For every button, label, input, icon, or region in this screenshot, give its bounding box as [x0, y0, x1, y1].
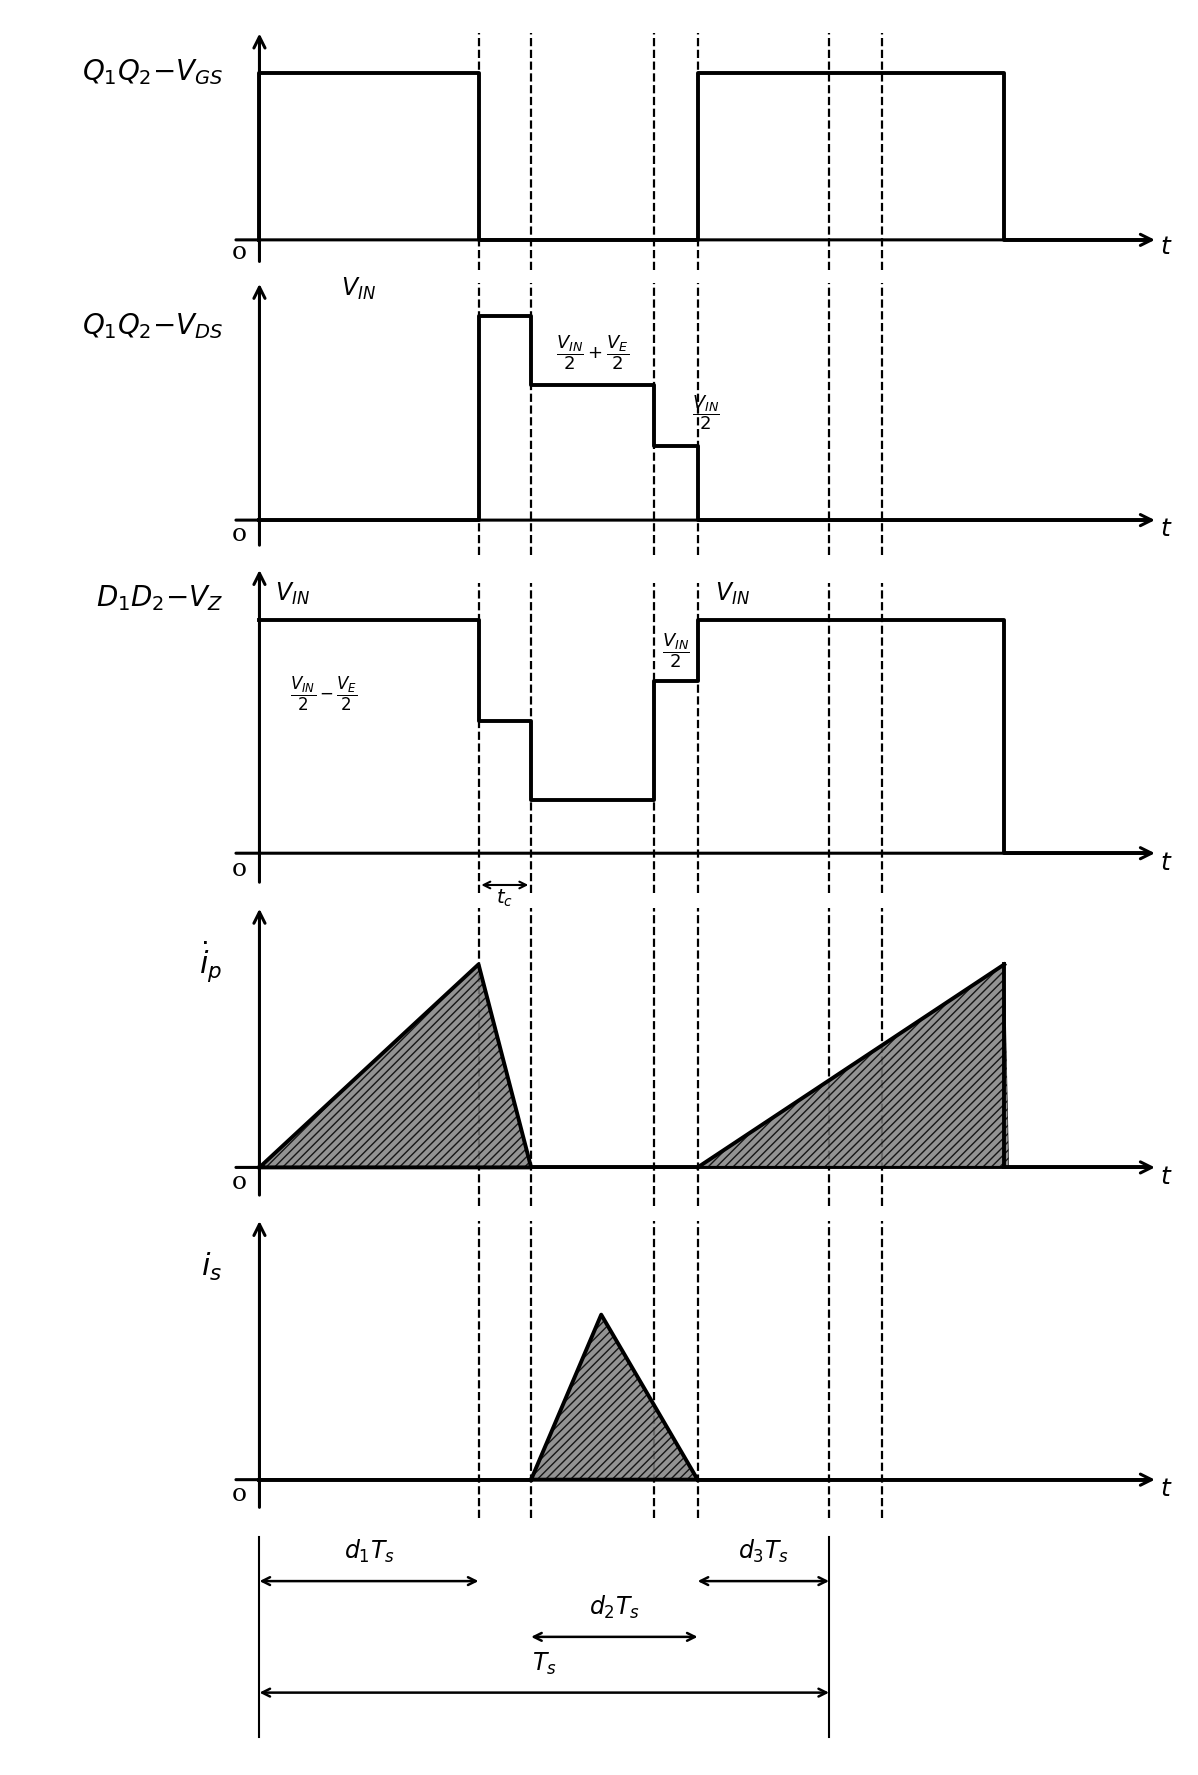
Text: $t$: $t$ — [1161, 518, 1173, 541]
Text: $d_2T_s$: $d_2T_s$ — [589, 1594, 640, 1621]
Text: $t$: $t$ — [1161, 852, 1173, 875]
Text: $\dfrac{V_{IN}}{2}-\dfrac{V_E}{2}$: $\dfrac{V_{IN}}{2}-\dfrac{V_E}{2}$ — [290, 674, 358, 714]
Text: o: o — [231, 241, 247, 263]
Polygon shape — [260, 964, 531, 1168]
Text: $\dfrac{V_{IN}}{2}$: $\dfrac{V_{IN}}{2}$ — [692, 394, 720, 431]
Text: $V_{IN}$: $V_{IN}$ — [715, 580, 750, 607]
Polygon shape — [531, 1315, 697, 1480]
Text: $Q_1Q_2\mathregular{-}V_{GS}$: $Q_1Q_2\mathregular{-}V_{GS}$ — [81, 57, 223, 87]
Text: $D_1D_2\mathregular{-}V_Z$: $D_1D_2\mathregular{-}V_Z$ — [96, 582, 223, 612]
Text: $t$: $t$ — [1161, 1166, 1173, 1189]
Text: $\dfrac{V_{IN}}{2}+\dfrac{V_E}{2}$: $\dfrac{V_{IN}}{2}+\dfrac{V_E}{2}$ — [556, 334, 629, 371]
Text: o: o — [231, 1172, 247, 1195]
Text: o: o — [231, 522, 247, 545]
Text: $\dot{i}_p$: $\dot{i}_p$ — [199, 939, 223, 985]
Text: o: o — [231, 1484, 247, 1507]
Text: $\dfrac{V_{IN}}{2}$: $\dfrac{V_{IN}}{2}$ — [661, 632, 690, 671]
Text: $Q_1Q_2\mathregular{-}V_{DS}$: $Q_1Q_2\mathregular{-}V_{DS}$ — [81, 311, 223, 341]
Text: $t_c$: $t_c$ — [496, 888, 513, 909]
Text: $V_{IN}$: $V_{IN}$ — [276, 580, 310, 607]
Text: $t$: $t$ — [1161, 1479, 1173, 1502]
Text: $T_s$: $T_s$ — [532, 1651, 557, 1677]
Text: $V_{IN}$: $V_{IN}$ — [340, 275, 375, 302]
Text: $d_1T_s$: $d_1T_s$ — [344, 1539, 394, 1566]
Text: o: o — [231, 857, 247, 880]
Polygon shape — [697, 964, 1009, 1168]
Text: $d_3T_s$: $d_3T_s$ — [738, 1539, 788, 1566]
Text: $t$: $t$ — [1161, 236, 1173, 259]
Text: $i_s$: $i_s$ — [201, 1251, 223, 1283]
